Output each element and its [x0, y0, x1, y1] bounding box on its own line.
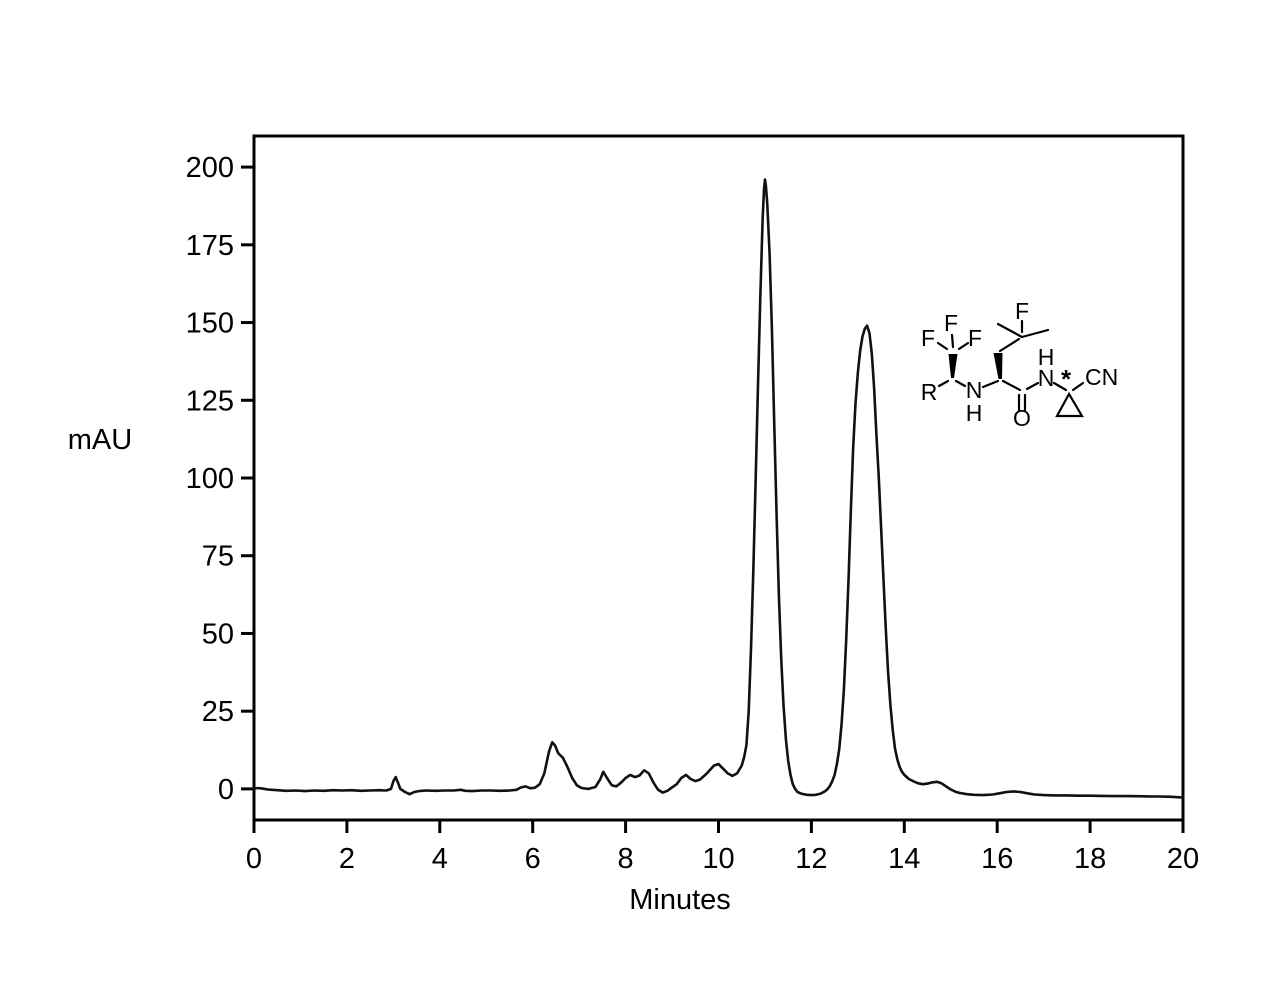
atom-label-f-gem: F [1015, 298, 1029, 324]
atom-label-cn: CN [1085, 364, 1118, 390]
x-axis-label: Minutes [629, 884, 731, 916]
x-tick-label: 2 [339, 843, 355, 875]
atom-label-o: O [1013, 405, 1031, 431]
wedge-bond-ch2 [993, 353, 1003, 379]
x-tick-label: 14 [888, 843, 920, 875]
y-tick-label: 150 [186, 308, 234, 340]
y-tick-label: 25 [202, 696, 234, 728]
bond-ring-cn [1071, 381, 1085, 392]
plot-border [252, 134, 1185, 822]
bond-c-ftop [950, 333, 955, 349]
x-tick-label: 0 [246, 843, 262, 875]
atom-label-f-top: F [944, 310, 958, 336]
chromatogram-trace [252, 178, 1185, 799]
bond-c1-n1 [954, 379, 967, 388]
y-axis-label: mAU [68, 424, 132, 456]
bond-n2-ring [1052, 381, 1068, 392]
x-axis-ticks: 0 2 4 6 8 10 12 14 16 18 20 [246, 820, 1199, 875]
bond-co-n2 [1025, 381, 1040, 391]
x-tick-label: 4 [432, 843, 448, 875]
wedge-bond-cf3 [948, 354, 958, 378]
x-tick-label: 8 [618, 843, 634, 875]
atom-label-f-right: F [968, 325, 982, 351]
bond-c2-co [1001, 379, 1022, 392]
bond-cf-me2 [1020, 328, 1050, 339]
y-tick-label: 75 [202, 541, 234, 573]
x-tick-label: 12 [795, 843, 827, 875]
y-tick-label: 125 [186, 385, 234, 417]
y-tick-label: 175 [186, 230, 234, 262]
bond-c1-r [937, 379, 950, 388]
x-tick-label: 10 [702, 843, 734, 875]
atom-label-f-left: F [921, 325, 935, 351]
bond-n1-c2 [981, 379, 1000, 389]
cyclopropane-ring [1055, 391, 1084, 418]
y-tick-label: 50 [202, 618, 234, 650]
bond-ch2-cf [998, 337, 1021, 353]
atom-label-h2: H [1038, 344, 1055, 370]
atom-label-h1: H [966, 400, 983, 426]
y-tick-label: 200 [186, 152, 234, 184]
atom-label-n2: N [1038, 365, 1055, 391]
x-tick-label: 6 [525, 843, 541, 875]
stereocenter-asterisk: * [1061, 364, 1072, 394]
x-tick-label: 18 [1074, 843, 1106, 875]
x-tick-label: 16 [981, 843, 1013, 875]
y-tick-label: 100 [186, 463, 234, 495]
atom-label-n1: N [966, 377, 983, 403]
molecule-structure-inset: F F F R N H F H N O * CN [921, 298, 1119, 431]
y-tick-label: 0 [218, 774, 234, 806]
bond-cf-me1 [996, 322, 1024, 339]
x-tick-label: 20 [1167, 843, 1199, 875]
bond-c-fleft [936, 341, 949, 351]
bond-c-fright [957, 341, 970, 351]
y-axis-ticks: 0 25 50 75 100 125 150 175 200 [186, 152, 254, 806]
atom-label-r: R [921, 379, 938, 405]
